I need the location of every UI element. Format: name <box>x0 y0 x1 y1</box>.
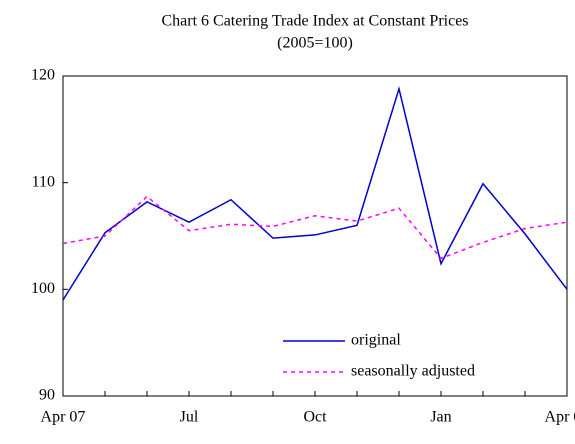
series-line <box>62 85 568 301</box>
x-tick-label: Apr 08 <box>545 409 575 426</box>
y-tick-label: 90 <box>39 387 55 404</box>
x-tick-label: Jan <box>430 409 451 426</box>
y-tick-label: 110 <box>32 173 55 190</box>
x-tick-label: Jul <box>180 409 199 426</box>
y-tick-label: 100 <box>31 280 55 297</box>
plot-frame <box>62 75 568 397</box>
x-tick-label: Apr 07 <box>41 409 86 426</box>
legend-label: seasonally adjusted <box>351 363 475 380</box>
x-tick-label: Oct <box>303 409 327 426</box>
chart-subtitle: (2005=100) <box>277 35 353 52</box>
series-line <box>62 195 568 260</box>
legend-label: original <box>351 332 401 349</box>
chart-title: Chart 6 Catering Trade Index at Constant… <box>161 13 468 30</box>
y-tick-label: 120 <box>31 67 55 84</box>
